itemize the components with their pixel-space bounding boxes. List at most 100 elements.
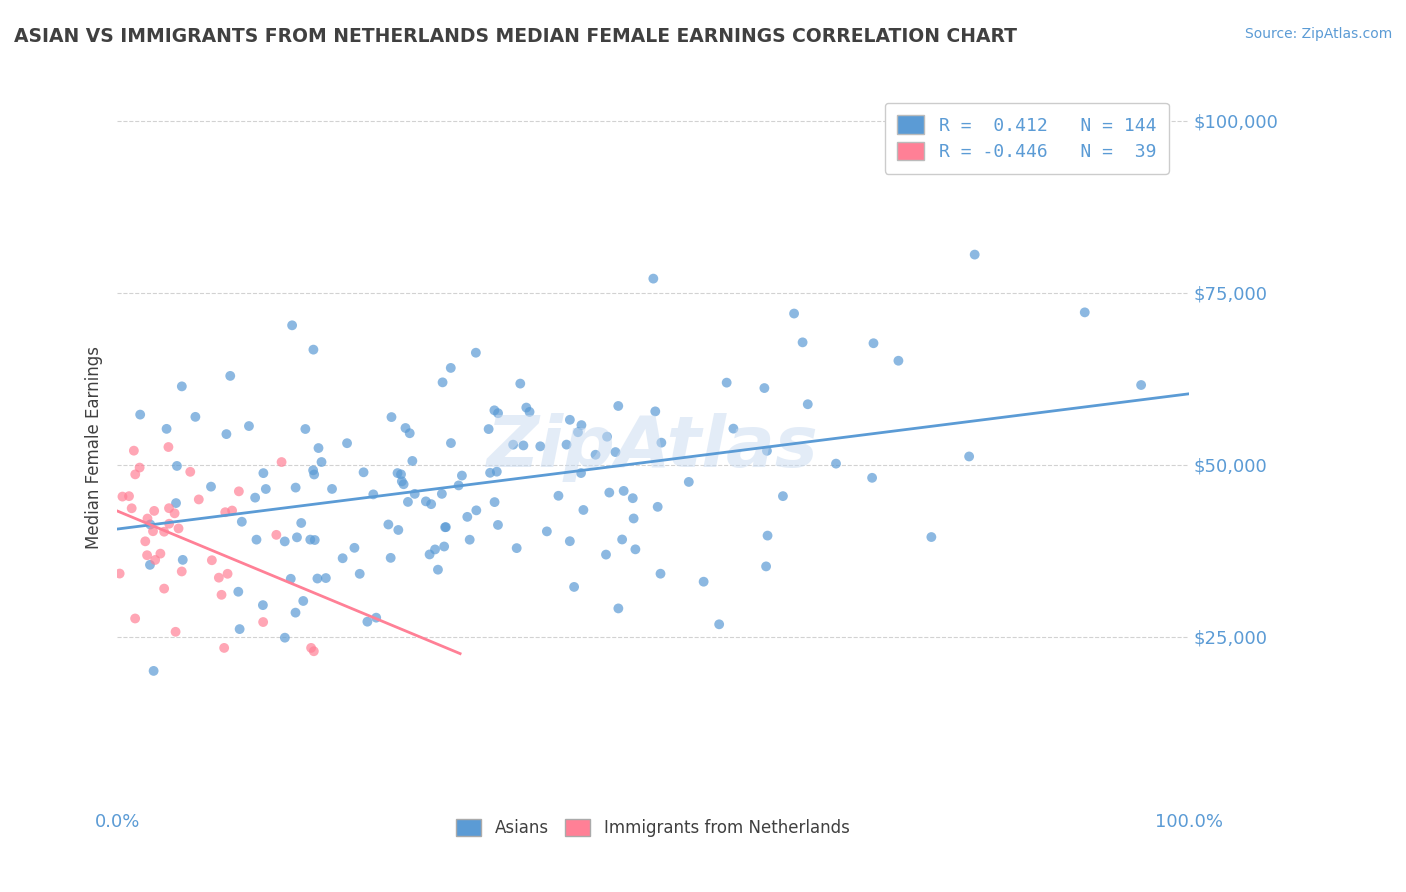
- Point: [419, 548, 441, 562]
- Point: [486, 517, 509, 532]
- Point: [142, 524, 165, 539]
- Point: [284, 481, 307, 495]
- Point: [572, 503, 595, 517]
- Point: [797, 397, 820, 411]
- Point: [149, 547, 172, 561]
- Point: [153, 582, 176, 596]
- Point: [274, 631, 297, 645]
- Point: [465, 503, 488, 517]
- Point: [299, 640, 322, 655]
- Point: [772, 489, 794, 503]
- Point: [307, 572, 329, 586]
- Point: [567, 425, 589, 440]
- Point: [447, 478, 470, 492]
- Point: [349, 566, 371, 581]
- Point: [153, 524, 176, 539]
- Point: [136, 511, 159, 525]
- Point: [221, 503, 243, 517]
- Point: [231, 515, 253, 529]
- Point: [547, 489, 569, 503]
- Point: [167, 521, 190, 535]
- Point: [118, 489, 141, 503]
- Point: [963, 247, 986, 261]
- Point: [356, 615, 378, 629]
- Point: [166, 458, 188, 473]
- Point: [756, 528, 779, 542]
- Point: [238, 419, 260, 434]
- Point: [650, 566, 672, 581]
- Point: [555, 437, 578, 451]
- Point: [596, 430, 619, 444]
- Point: [157, 501, 180, 516]
- Point: [165, 496, 187, 510]
- Point: [284, 606, 307, 620]
- Point: [366, 610, 388, 624]
- Point: [353, 465, 375, 479]
- Point: [783, 307, 806, 321]
- Point: [613, 483, 636, 498]
- Point: [515, 401, 537, 415]
- Point: [621, 491, 644, 506]
- Point: [623, 511, 645, 525]
- Point: [887, 353, 910, 368]
- Point: [426, 563, 449, 577]
- Point: [302, 467, 325, 482]
- Point: [302, 463, 325, 477]
- Point: [398, 426, 420, 441]
- Point: [208, 571, 231, 585]
- Point: [184, 409, 207, 424]
- Point: [290, 516, 312, 530]
- Point: [434, 520, 457, 534]
- Point: [433, 540, 456, 554]
- Y-axis label: Median Female Earnings: Median Female Earnings: [86, 346, 103, 549]
- Point: [647, 500, 669, 514]
- Point: [170, 565, 193, 579]
- Point: [302, 343, 325, 357]
- Point: [124, 611, 146, 625]
- Point: [302, 644, 325, 658]
- Point: [716, 376, 738, 390]
- Point: [957, 450, 980, 464]
- Point: [692, 574, 714, 589]
- Point: [143, 553, 166, 567]
- Point: [155, 422, 177, 436]
- Point: [860, 471, 883, 485]
- Point: [292, 594, 315, 608]
- Point: [266, 528, 288, 542]
- Point: [179, 465, 201, 479]
- Point: [432, 376, 454, 390]
- Point: [163, 506, 186, 520]
- Point: [226, 584, 249, 599]
- Point: [245, 533, 267, 547]
- Point: [519, 405, 541, 419]
- Point: [387, 523, 409, 537]
- Point: [254, 482, 277, 496]
- Point: [440, 360, 463, 375]
- Point: [391, 475, 413, 489]
- Point: [308, 441, 330, 455]
- Point: [396, 495, 419, 509]
- Point: [536, 524, 558, 539]
- Point: [304, 533, 326, 547]
- Point: [274, 534, 297, 549]
- Point: [862, 336, 884, 351]
- Point: [394, 421, 416, 435]
- Point: [380, 410, 402, 425]
- Point: [157, 516, 180, 531]
- Point: [200, 480, 222, 494]
- Point: [172, 553, 194, 567]
- Point: [792, 335, 814, 350]
- Point: [139, 558, 162, 572]
- Point: [187, 492, 209, 507]
- Point: [464, 345, 486, 359]
- Point: [512, 438, 534, 452]
- Point: [505, 541, 527, 555]
- Point: [215, 427, 238, 442]
- Point: [420, 497, 443, 511]
- Point: [1074, 305, 1097, 319]
- Point: [211, 588, 233, 602]
- Point: [111, 490, 134, 504]
- Point: [219, 368, 242, 383]
- Point: [332, 551, 354, 566]
- Point: [440, 436, 463, 450]
